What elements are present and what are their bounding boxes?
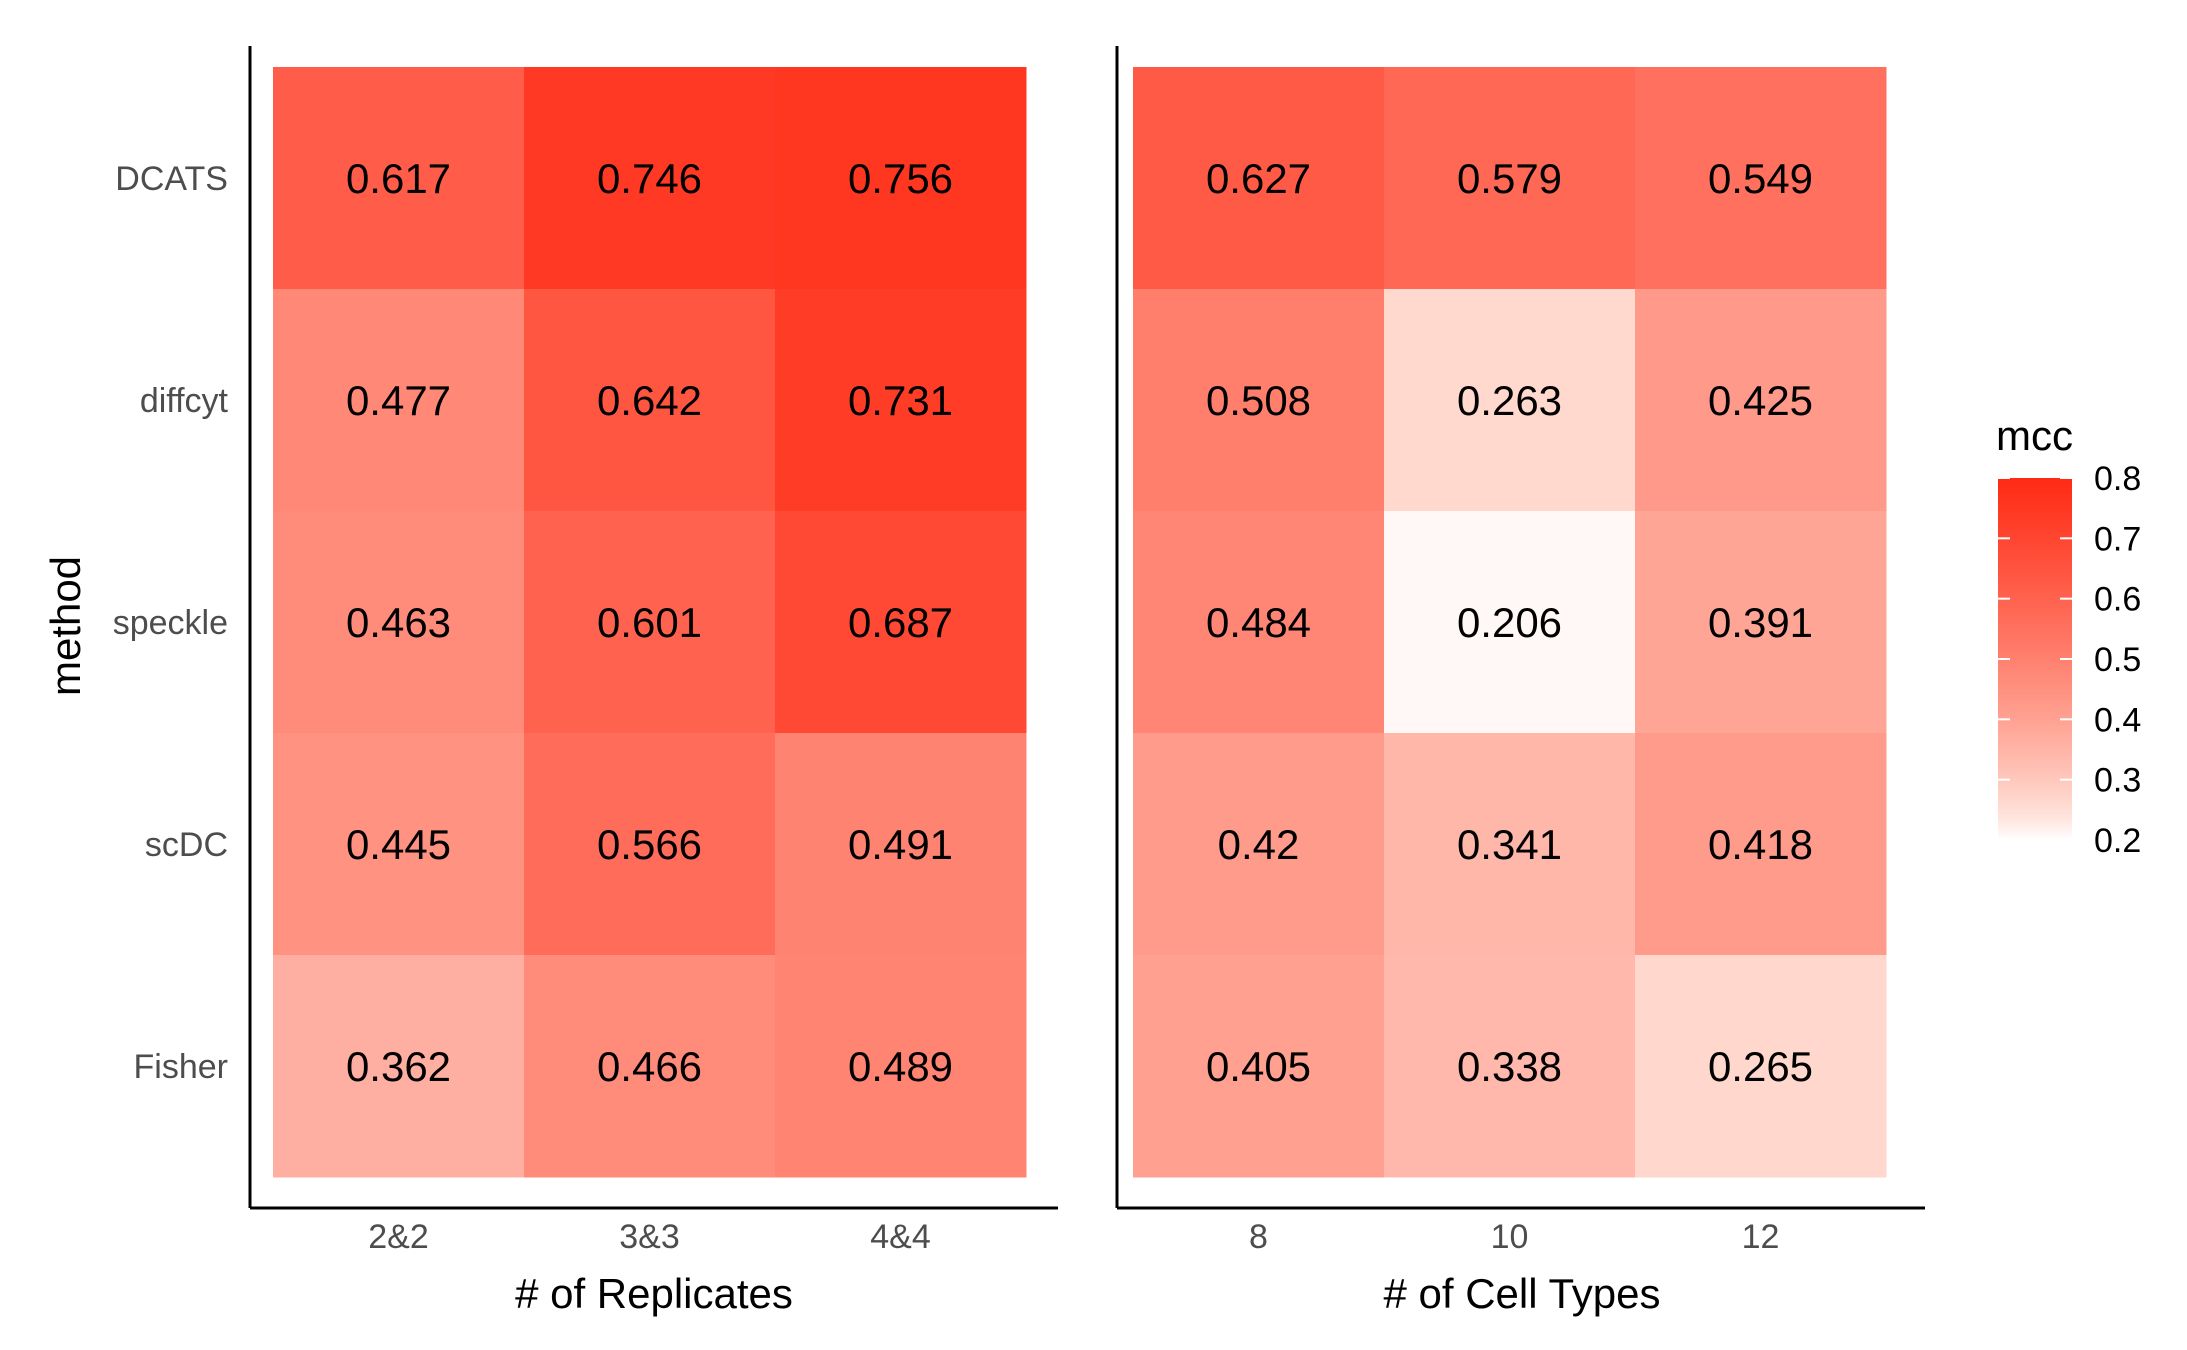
cell-value-label-replicates-2-1: 0.601 [597,599,702,646]
legend-tick-label-1: 0.7 [2094,520,2141,558]
cell-value-label-cell-types-3-0: 0.42 [1218,821,1300,868]
cell-value-label-cell-types-1-0: 0.508 [1206,377,1311,424]
cell-value-label-replicates-4-2: 0.489 [848,1043,953,1090]
cell-value-label-cell-types-3-2: 0.418 [1708,821,1813,868]
y-tick-label-4: Fisher [134,1048,228,1086]
heatmap-cell-cell-types-3-1 [1384,733,1636,956]
cell-value-label-replicates-0-0: 0.617 [346,155,451,202]
heatmap-cell-cell-types-0-2 [1635,67,1887,290]
cell-value-label-replicates-1-1: 0.642 [597,377,702,424]
cell-value-label-cell-types-4-1: 0.338 [1457,1043,1562,1090]
heatmap-cell-replicates-4-2 [775,955,1027,1178]
legend-tick-label-4: 0.4 [2094,701,2141,739]
cell-value-label-cell-types-1-2: 0.425 [1708,377,1813,424]
cell-value-label-cell-types-3-1: 0.341 [1457,821,1562,868]
legend-colorbar [1998,478,2072,840]
cell-value-label-replicates-4-1: 0.466 [597,1043,702,1090]
cell-value-label-replicates-3-1: 0.566 [597,821,702,868]
heatmap-cell-cell-types-3-2 [1635,733,1887,956]
heatmap-cell-replicates-3-1 [524,733,776,956]
heatmap-cell-cell-types-0-0 [1133,67,1385,290]
y-axis-tick-labels: DCATS diffcyt speckle scDC Fisher [113,160,229,1086]
legend-tick-label-2: 0.6 [2094,581,2141,619]
y-tick-label-2: speckle [113,604,228,642]
heatmap-cell-replicates-1-2 [775,289,1027,512]
legend-tick-label-3: 0.5 [2094,641,2141,679]
cell-value-label-replicates-4-0: 0.362 [346,1043,451,1090]
cell-value-label-replicates-1-2: 0.731 [848,377,953,424]
cell-value-label-replicates-3-2: 0.491 [848,821,953,868]
heatmap-cell-replicates-1-1 [524,289,776,512]
cell-value-label-replicates-2-0: 0.463 [346,599,451,646]
heatmap-cell-cell-types-2-2 [1635,511,1887,734]
heatmap-cell-cell-types-2-0 [1133,511,1385,734]
heatmap-cell-cell-types-1-1 [1384,289,1636,512]
heatmap-cell-cell-types-1-0 [1133,289,1385,512]
heatmap-cell-cell-types-4-2 [1635,955,1887,1178]
heatmap-cell-cell-types-2-1 [1384,511,1636,734]
cell-value-label-cell-types-0-2: 0.549 [1708,155,1813,202]
x-tick-label-cell-types-1: 10 [1491,1218,1529,1256]
legend-title: mcc [1996,412,2073,459]
cell-value-label-cell-types-0-0: 0.627 [1206,155,1311,202]
heatmap-cell-cell-types-4-1 [1384,955,1636,1178]
cell-value-label-replicates-2-2: 0.687 [848,599,953,646]
heatmap-cell-replicates-4-1 [524,955,776,1178]
x-tick-label-replicates-1: 3&3 [619,1218,680,1256]
cell-value-label-cell-types-2-0: 0.484 [1206,599,1311,646]
legend: mcc 0.8 0.7 0.6 0.5 0.4 0.3 0.2 [1996,412,2141,860]
heatmap-cell-replicates-2-2 [775,511,1027,734]
y-axis-title: method [42,556,89,696]
x-tick-label-cell-types-2: 12 [1742,1218,1780,1256]
heatmap-cell-replicates-0-2 [775,67,1027,290]
cell-value-label-replicates-1-0: 0.477 [346,377,451,424]
y-tick-label-1: diffcyt [140,382,229,420]
cell-value-label-cell-types-4-0: 0.405 [1206,1043,1311,1090]
panel-cell-types: 0.627 0.579 0.549 0.508 0.263 0.425 0.484 0.206… [1133,67,1887,1256]
heatmap-cell-replicates-2-1 [524,511,776,734]
legend-ticks: 0.8 0.7 0.6 0.5 0.4 0.3 0.2 [1998,460,2141,860]
heatmap-cell-replicates-3-2 [775,733,1027,956]
legend-tick-label-5: 0.3 [2094,762,2141,800]
x-tick-label-cell-types-0: 8 [1249,1218,1268,1256]
heatmap-cell-cell-types-3-0 [1133,733,1385,956]
y-tick-label-3: scDC [145,826,228,864]
cell-value-label-replicates-0-2: 0.756 [848,155,953,202]
x-axis-title-right: # of Cell Types [1383,1270,1660,1317]
cell-value-label-cell-types-4-2: 0.265 [1708,1043,1813,1090]
heatmap-cell-replicates-0-0 [273,67,525,290]
heatmap-cell-replicates-2-0 [273,511,525,734]
heatmap-cell-replicates-4-0 [273,955,525,1178]
cell-value-label-cell-types-2-1: 0.206 [1457,599,1562,646]
panel-replicates: 0.617 0.746 0.756 0.477 0.642 0.731 0.463 0.601… [273,67,1027,1256]
y-tick-label-0: DCATS [115,160,228,198]
heatmap-cell-replicates-3-0 [273,733,525,956]
cell-value-label-replicates-0-1: 0.746 [597,155,702,202]
legend-tick-label-0: 0.8 [2094,460,2141,498]
heatmap-cell-replicates-0-1 [524,67,776,290]
cell-value-label-cell-types-1-1: 0.263 [1457,377,1562,424]
cell-value-label-cell-types-0-1: 0.579 [1457,155,1562,202]
x-tick-label-replicates-0: 2&2 [368,1218,429,1256]
cell-value-label-cell-types-2-2: 0.391 [1708,599,1813,646]
heatmap-cell-cell-types-1-2 [1635,289,1887,512]
x-axis-title-left: # of Replicates [515,1270,793,1317]
heatmap-cell-replicates-1-0 [273,289,525,512]
heatmap-cell-cell-types-0-1 [1384,67,1636,290]
cell-value-label-replicates-3-0: 0.445 [346,821,451,868]
heatmap-cell-cell-types-4-0 [1133,955,1385,1178]
x-tick-label-replicates-2: 4&4 [870,1218,931,1256]
legend-tick-label-6: 0.2 [2094,822,2141,860]
